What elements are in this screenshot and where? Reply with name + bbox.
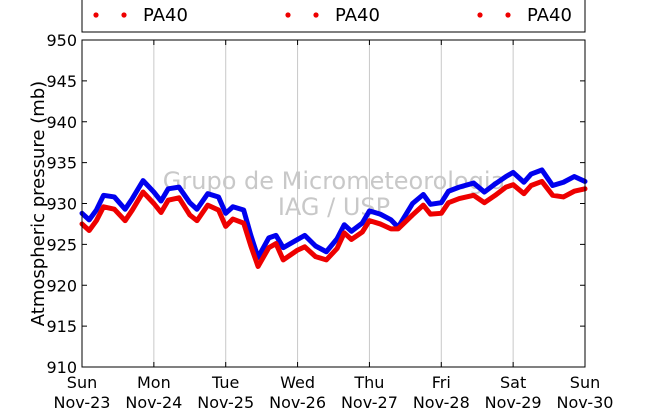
x-tick-label-date: Nov-27	[341, 393, 398, 409]
legend-marker	[477, 12, 483, 18]
x-tick-label-date: Nov-23	[54, 393, 111, 409]
watermark-line-2: IAG / USP	[278, 193, 390, 221]
legend-entry-3: PA40	[477, 5, 572, 26]
legend-label-3: PA40	[527, 5, 572, 26]
series-line-1	[79, 167, 588, 260]
y-tick-label: 940	[46, 113, 77, 132]
x-axis: SunNov-23MonNov-24TueNov-25WedNov-26ThuN…	[54, 40, 614, 409]
y-tick-label: 910	[46, 358, 77, 377]
legend-label-1: PA40	[143, 5, 188, 26]
x-tick-label-day: Sun	[67, 373, 97, 392]
x-tick-label-day: Wed	[280, 373, 315, 392]
legend: PA40 PA40 PA40	[81, 0, 586, 33]
legend-label-2: PA40	[335, 5, 380, 26]
y-axis: 910 915 920 925 930 935 940 945 950	[46, 31, 585, 377]
series	[79, 167, 588, 269]
x-tick-label-day: Tue	[211, 373, 239, 392]
x-tick-label-day: Thu	[353, 373, 384, 392]
y-tick-label: 945	[46, 72, 77, 91]
y-tick-label: 915	[46, 317, 77, 336]
x-tick-label-day: Mon	[137, 373, 171, 392]
legend-marker	[285, 12, 291, 18]
y-tick-label: 935	[46, 154, 77, 173]
series-line-2	[79, 178, 588, 269]
x-tick-label-day: Sat	[500, 373, 526, 392]
y-tick-label: 920	[46, 276, 77, 295]
y-tick-label: 925	[46, 235, 77, 254]
legend-marker	[121, 12, 127, 18]
x-tick-label-date: Nov-28	[413, 393, 470, 409]
y-axis-label: Atmospheric pressure (mb)	[28, 81, 49, 326]
legend-marker	[93, 12, 99, 18]
y-tick-label: 930	[46, 195, 77, 214]
legend-box	[81, 0, 586, 33]
x-tick-label-date: Nov-25	[197, 393, 254, 409]
x-tick-label-day: Sun	[570, 373, 600, 392]
x-tick-label-date: Nov-24	[125, 393, 182, 409]
legend-entry-2: PA40	[285, 5, 380, 26]
x-tick-label-date: Nov-29	[485, 393, 542, 409]
x-tick-label-day: Fri	[432, 373, 451, 392]
x-tick-label-date: Nov-26	[269, 393, 326, 409]
y-tick-label: 950	[46, 31, 77, 50]
legend-marker	[505, 12, 511, 18]
legend-entry-1: PA40	[93, 5, 188, 26]
x-tick-label-date: Nov-30	[557, 393, 614, 409]
legend-marker	[313, 12, 319, 18]
